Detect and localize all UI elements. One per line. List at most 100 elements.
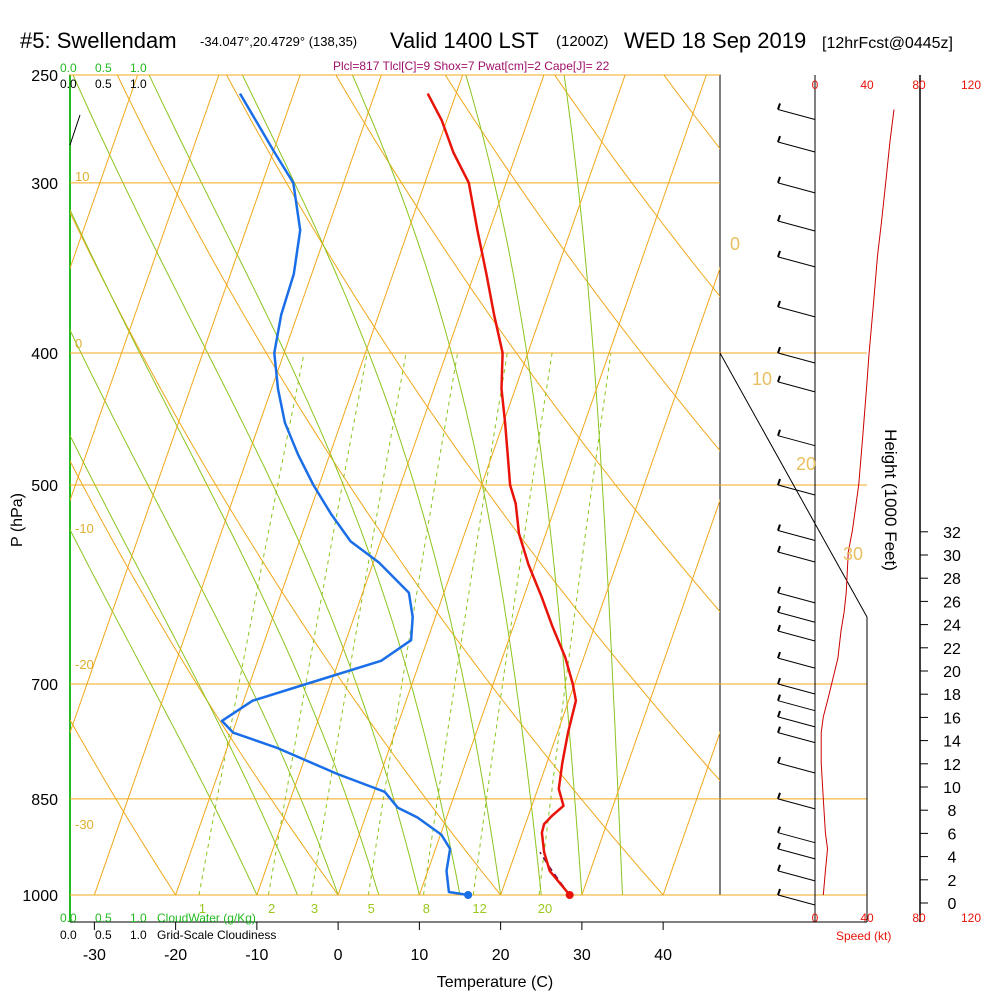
height-tick-label: 28 (943, 571, 961, 588)
wind-barb (777, 108, 816, 120)
wind-barb-flag (777, 792, 781, 800)
surface-temperature-point (565, 891, 574, 899)
x-tick-label: 40 (654, 947, 672, 964)
wind-barb (777, 352, 816, 364)
wind-barb (777, 551, 816, 563)
wind-barb-flag (777, 429, 781, 436)
cloudiness-trace (69, 114, 81, 146)
isotherm-line (93, 75, 382, 895)
height-axis-title: Height (1000 Feet) (881, 429, 900, 571)
forecast-date: WED 18 Sep 2019 (624, 28, 806, 53)
mixing-ratio-label: 1 (199, 901, 206, 916)
moist-adiabat-line (72, 75, 420, 895)
cloudwater-scale-bottom-0: 0.0 (60, 911, 77, 925)
isotherm-line (581, 498, 720, 895)
height-tick-label: 14 (943, 734, 961, 751)
dewpoint-line (220, 92, 469, 897)
mixing-ratio-line (472, 352, 553, 895)
speed-tick-bottom: 40 (860, 911, 874, 925)
wind-barb (777, 716, 816, 728)
cloudwater-scale-2: 1.0 (130, 61, 147, 75)
moist-adiabat-line (465, 75, 583, 895)
wind-barb (777, 848, 816, 860)
height-tick-label: 26 (943, 594, 961, 611)
wind-barb-flag (777, 694, 781, 702)
height-tick-label: 16 (943, 710, 961, 727)
mixing-ratio-label: 20 (538, 901, 552, 916)
wind-barb (777, 611, 816, 623)
wind-barb (777, 530, 816, 542)
wind-barb-flag (777, 586, 781, 594)
wind-barb-flag (777, 842, 781, 850)
moist-adiabat-line (70, 208, 380, 895)
x-tick-label: 0 (334, 947, 343, 964)
moist-adiabat-label: 30 (843, 544, 863, 564)
x-tick-label: -10 (245, 947, 268, 964)
wind-barb-flag (777, 888, 781, 896)
wind-barb (777, 762, 816, 774)
moist-adiabat-label: 10 (752, 369, 772, 389)
pressure-tick-label: 500 (31, 478, 58, 495)
wind-barb-flag (777, 826, 781, 833)
speed-tick-bottom: 0 (812, 911, 819, 925)
wind-barb-flag (777, 103, 781, 110)
mixing-ratio-line (538, 352, 612, 895)
valid-time: Valid 1400 LST (390, 28, 539, 53)
dry-adiabat-label: -20 (75, 657, 94, 672)
dry-adiabat-line (70, 719, 177, 895)
cloudwater-scale-bottom-2: 1.0 (130, 911, 147, 925)
cloudiness-scale-1: 0.5 (95, 77, 112, 91)
cloudiness-scale-2: 1.0 (130, 77, 147, 91)
moist-adiabat-line (70, 528, 258, 895)
y-axis-title: P (hPa) (9, 493, 26, 547)
moist-adiabat-line (351, 75, 542, 895)
moist-adiabat-line (70, 434, 298, 895)
mixing-ratio-label: 3 (311, 901, 318, 916)
mixing-ratio-label: 5 (368, 901, 375, 916)
surface-dewpoint-point (464, 891, 473, 899)
wind-barb-flag (777, 864, 781, 872)
wind-barb (777, 700, 816, 712)
wind-barb-flag (777, 677, 781, 685)
wind-barb-flag (777, 176, 781, 184)
cloudwater-label: CloudWater (g/Kg) (157, 911, 256, 925)
cloudiness-scale-bottom-2: 1.0 (130, 928, 147, 942)
stability-indices: Plcl=817 Tlcl[C]=9 Shox=7 Pwat[cm]=2 Cap… (333, 59, 610, 73)
wind-barb (777, 256, 816, 268)
wind-barb-flag (777, 346, 781, 354)
wind-barb (777, 732, 816, 744)
height-tick-label: 10 (943, 780, 961, 797)
wind-barb (777, 832, 816, 844)
pressure-tick-label: 700 (31, 677, 58, 694)
wind-barb (777, 894, 816, 906)
moist-adiabat-line (148, 75, 461, 895)
wind-barb-flag (777, 651, 781, 659)
moist-adiabat-line (241, 75, 502, 895)
wind-barb-flag (777, 545, 781, 553)
x-tick-label: -30 (83, 947, 106, 964)
temperature-line (426, 93, 578, 896)
mixing-ratio-line (423, 352, 508, 895)
cloudwater-scale-bottom-1: 0.5 (95, 911, 112, 925)
wind-barb (777, 182, 816, 194)
wind-barb-flag (777, 524, 781, 531)
zulu-time: (1200Z) (556, 33, 609, 50)
wind-barb (777, 657, 816, 669)
parcel-path-line (539, 851, 571, 896)
wind-barb (777, 141, 816, 153)
height-tick-label: 22 (943, 641, 961, 658)
height-tick-label: 20 (943, 664, 961, 681)
wind-barb-flag (777, 605, 781, 613)
height-tick-label: 0 (948, 896, 957, 913)
wind-barb (777, 435, 816, 447)
pressure-tick-label: 250 (31, 68, 58, 85)
wind-barb-flag (777, 214, 781, 222)
height-tick-label: 24 (943, 618, 961, 635)
dry-adiabat-line (116, 75, 664, 895)
height-tick-label: 6 (948, 826, 957, 843)
speed-tick-top: 80 (912, 78, 926, 92)
pressure-tick-label: 300 (31, 176, 58, 193)
dry-adiabat-label: -30 (75, 817, 94, 832)
isotherm-line (70, 75, 301, 735)
